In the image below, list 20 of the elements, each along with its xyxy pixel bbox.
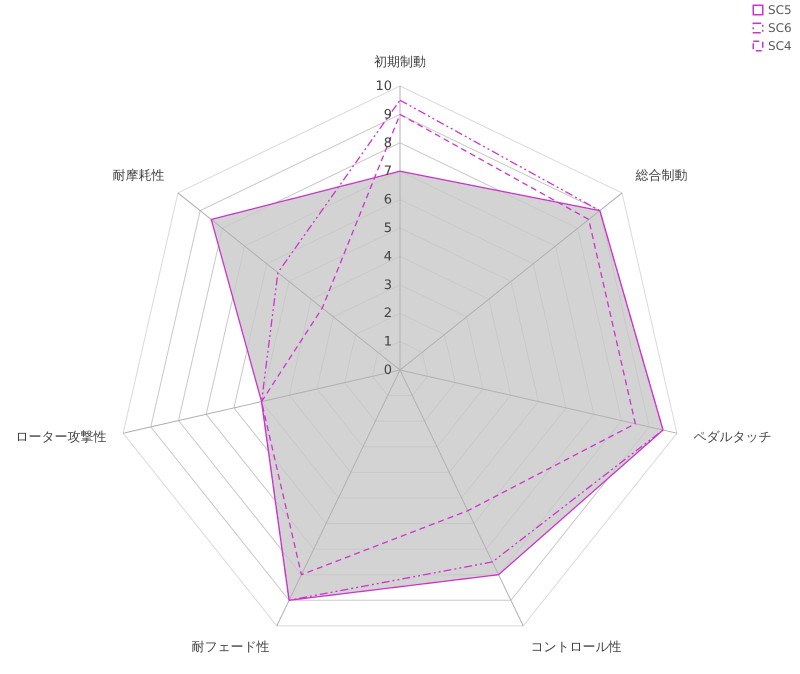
y-tick-label: 4 [384,249,392,264]
y-tick-label: 3 [384,278,392,293]
spoke-label: ペダルタッチ [693,430,772,445]
y-tick-label: 5 [384,221,392,236]
spoke-label: 初期制動 [374,54,426,70]
spoke-label: 耐摩耗性 [112,168,165,184]
legend-label: SC4 [768,39,792,53]
spoke-label: 耐フェード性 [191,640,270,656]
y-tick-label: 0 [384,363,392,378]
legend-label: SC5 [768,3,792,17]
spoke-label: 総合制動 [634,168,688,184]
spoke-label: コントロール性 [530,640,622,656]
y-tick-label: 6 [384,192,392,208]
y-tick-label: 2 [384,306,392,322]
y-tick-label: 10 [375,79,392,94]
y-tick-label: 8 [384,136,392,151]
y-tick-label: 1 [384,334,392,350]
y-tick-label: 9 [384,107,392,122]
legend-label: SC6 [768,21,792,35]
spoke-label: ローター攻撃性 [16,430,107,445]
